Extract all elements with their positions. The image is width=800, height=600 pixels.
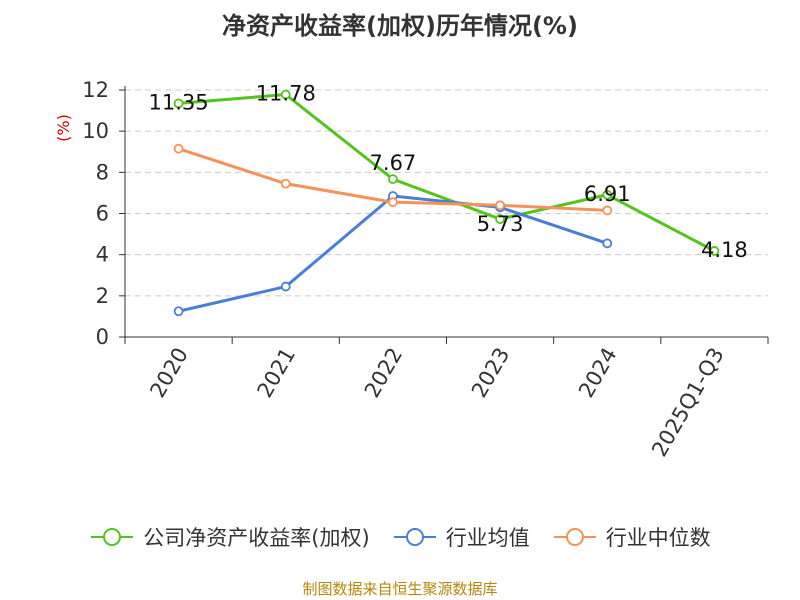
series-line-1 (178, 194, 608, 313)
series-line-0 (178, 93, 716, 253)
x-tick-label: 2023 (467, 344, 515, 402)
data-point[interactable] (280, 178, 291, 189)
line-chart: 0 2 4 6 8 10 12 (%) 2020 2021 2022 2023 2024 2025Q1-Q… (54, 78, 769, 461)
legend-label-company-roe: 公司净资产收益率(加权) (143, 526, 370, 550)
legend-item-industry-mean[interactable]: 行业均值 (392, 522, 530, 552)
data-label: 11.35 (149, 90, 209, 114)
data-point[interactable] (280, 281, 291, 292)
data-point[interactable] (495, 200, 505, 211)
y-tick-label: 6 (96, 202, 109, 226)
data-label: 7.67 (370, 151, 417, 175)
legend-swatch-orange-icon (553, 528, 596, 546)
data-point[interactable] (495, 214, 505, 224)
legend: 公司净资产收益率(加权) 行业均值 行业中位数 (0, 520, 800, 554)
data-point[interactable] (709, 246, 720, 256)
y-tick-label: 2 (96, 284, 109, 308)
data-label: 4.18 (701, 238, 748, 262)
x-tick-label: 2025Q1-Q3 (647, 344, 729, 461)
x-tick-label: 2024 (574, 344, 622, 402)
y-axis-title: (%) (54, 114, 73, 142)
data-point[interactable] (602, 238, 613, 249)
data-point[interactable] (602, 205, 613, 216)
data-label: 5.73 (477, 212, 524, 236)
x-tick-label: 2022 (360, 344, 408, 402)
x-tick-label: 2020 (145, 344, 193, 402)
legend-item-industry-median[interactable]: 行业中位数 (552, 522, 711, 552)
data-point[interactable] (173, 143, 184, 154)
legend-swatch-green-icon (91, 528, 134, 546)
y-tick-label: 4 (96, 243, 109, 267)
data-label: 11.78 (256, 82, 316, 106)
y-tick-label: 0 (96, 325, 109, 349)
data-point[interactable] (388, 174, 398, 185)
y-tick-label: 10 (82, 119, 109, 143)
y-tick-label: 8 (96, 160, 109, 184)
data-point[interactable] (388, 197, 398, 208)
legend-item-company-roe[interactable]: 公司净资产收益率(加权) (89, 522, 370, 552)
data-point[interactable] (280, 89, 291, 100)
data-source-note: 制图数据来自恒生聚源数据库 (302, 580, 498, 598)
data-point[interactable] (602, 189, 613, 200)
x-tick-label: 2021 (253, 344, 301, 402)
legend-label-industry-median: 行业中位数 (605, 526, 711, 550)
legend-label-industry-mean: 行业均值 (445, 526, 530, 550)
data-point[interactable] (173, 306, 184, 317)
legend-swatch-blue-icon (393, 528, 436, 546)
data-point[interactable] (173, 98, 184, 109)
chart-title: 净资产收益率(加权)历年情况(%) (222, 12, 578, 40)
y-tick-label: 12 (82, 78, 109, 102)
data-label: 6.91 (584, 182, 631, 206)
